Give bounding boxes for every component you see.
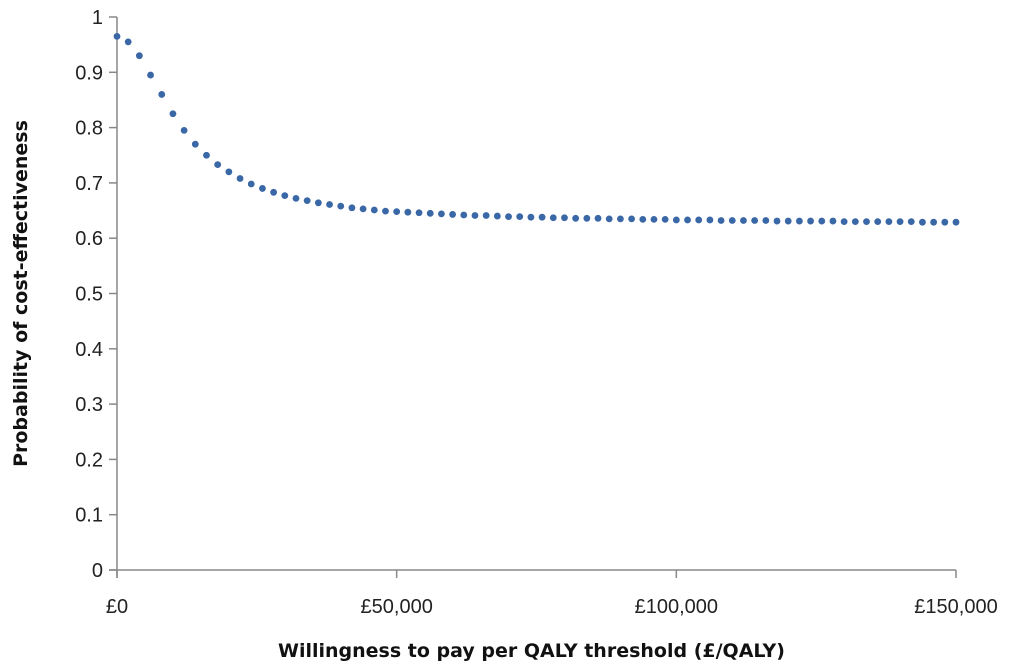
y-tick-label: 0.5 [75, 284, 103, 306]
data-point [773, 217, 781, 225]
data-point [225, 168, 233, 176]
data-point [382, 207, 389, 215]
data-point [493, 212, 501, 220]
data-point [639, 215, 647, 223]
data-point [617, 215, 624, 223]
data-point [326, 201, 333, 208]
data-point [874, 218, 882, 226]
data-point [438, 210, 445, 218]
data-point [561, 214, 568, 222]
data-point [762, 217, 770, 224]
data-point [941, 218, 949, 226]
x-tick-label: £0 [106, 596, 128, 618]
data-point [180, 126, 188, 134]
data-point [214, 161, 222, 169]
x-tick-label: £150,000 [914, 596, 997, 618]
data-point [348, 204, 356, 212]
data-point [169, 110, 177, 118]
data-point [717, 217, 725, 224]
data-point [482, 212, 490, 219]
y-tick-label: 0 [92, 560, 103, 582]
data-point [158, 91, 166, 98]
x-tick-label: £100,000 [635, 596, 718, 618]
data-point [706, 216, 714, 224]
series-points [113, 32, 960, 226]
data-point [337, 202, 345, 210]
y-tick-label: 0.1 [75, 505, 103, 527]
y-tick-label: 0.8 [75, 118, 103, 140]
data-point [147, 71, 154, 79]
data-point [460, 211, 468, 219]
data-point [292, 194, 300, 202]
data-point [270, 188, 278, 196]
data-point [135, 52, 143, 60]
y-tick-label: 0.7 [75, 173, 103, 195]
data-point [247, 180, 255, 188]
x-axis-ticks: £0 £50,000 £100,000 £150,000 [106, 570, 998, 618]
data-point [516, 213, 524, 221]
data-point [829, 217, 837, 225]
y-tick-label: 1 [92, 7, 103, 29]
data-point [124, 38, 132, 46]
data-point [527, 213, 535, 221]
y-tick-label: 0.6 [75, 228, 103, 250]
data-point [851, 218, 859, 226]
data-point [907, 218, 915, 226]
data-point [650, 215, 658, 223]
data-point [370, 206, 378, 214]
data-point [807, 217, 814, 225]
y-tick-label: 0.2 [75, 449, 103, 471]
data-point [784, 217, 792, 225]
data-point [404, 208, 412, 216]
data-point [426, 209, 434, 217]
data-point [314, 199, 322, 207]
data-point [728, 217, 736, 224]
data-point [896, 218, 904, 226]
data-point [818, 217, 826, 225]
data-point [359, 205, 367, 213]
data-point [628, 215, 635, 223]
data-point [203, 151, 210, 159]
data-point [952, 218, 960, 226]
data-point [751, 217, 759, 224]
data-point [303, 197, 311, 204]
data-point [572, 214, 580, 222]
data-point [449, 211, 456, 218]
x-tick-label: £50,000 [361, 596, 433, 618]
y-tick-label: 0.3 [75, 394, 103, 416]
data-point [795, 217, 803, 225]
y-tick-label: 0.4 [75, 339, 103, 361]
data-point [594, 214, 602, 222]
data-point [538, 213, 546, 221]
data-point [930, 218, 938, 226]
data-point [113, 32, 121, 40]
data-point [415, 209, 423, 217]
data-point [684, 216, 691, 224]
data-point [695, 216, 703, 224]
data-point [740, 217, 747, 224]
data-point [281, 192, 289, 200]
y-axis-title: Probability of cost-effectiveness [10, 120, 32, 467]
data-point [236, 175, 244, 182]
y-axis-ticks: 0 0.1 0.2 0.3 0.4 0.5 0.6 0.7 0.8 0.9 1 [75, 7, 117, 582]
data-point [605, 215, 613, 223]
data-point [885, 218, 893, 226]
data-point [840, 218, 848, 226]
x-axis-title: Willingness to pay per QALY threshold (£… [278, 640, 785, 662]
data-point [471, 212, 479, 219]
data-point [661, 215, 669, 223]
data-point [583, 214, 591, 222]
data-point [549, 214, 557, 222]
data-point [672, 216, 680, 224]
data-point [919, 218, 926, 226]
data-point [393, 208, 401, 216]
data-point [505, 213, 512, 221]
y-tick-label: 0.9 [75, 62, 103, 84]
data-point [863, 218, 870, 226]
data-point [191, 140, 199, 148]
data-point [259, 185, 266, 192]
